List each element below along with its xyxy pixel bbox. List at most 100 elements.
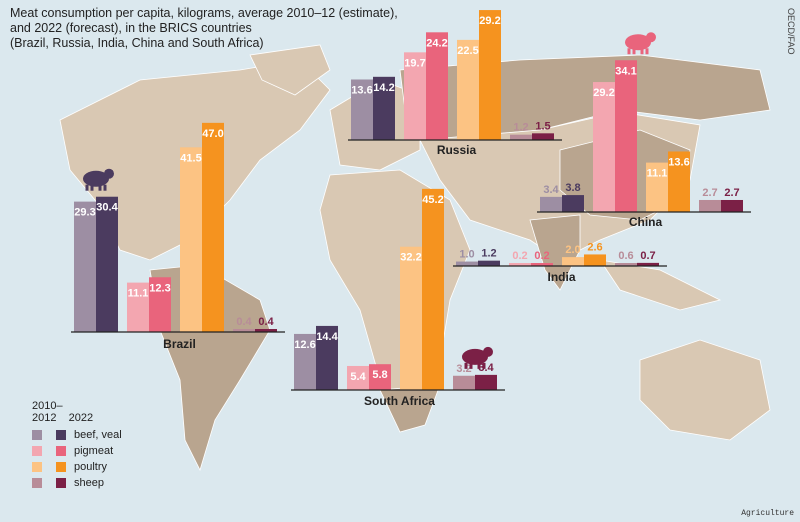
data-label: 1.2 <box>513 122 528 134</box>
bar <box>347 365 369 390</box>
data-label: 12.3 <box>149 282 170 294</box>
data-label: 14.2 <box>373 82 394 94</box>
data-label: 3.4 <box>478 362 494 374</box>
legend-item: pigmeat <box>32 443 122 459</box>
bar <box>479 10 501 141</box>
legend-item: beef, veal <box>32 427 122 443</box>
data-label: 29.2 <box>593 87 614 99</box>
data-label: 2.0 <box>565 244 580 256</box>
data-label: 3.2 <box>456 363 471 375</box>
icon-leg <box>85 184 89 191</box>
bar <box>74 201 96 332</box>
icon-head <box>483 346 493 357</box>
bar <box>96 196 118 332</box>
data-label: 34.1 <box>615 65 636 77</box>
bar <box>509 263 531 266</box>
legend-swatch-late <box>56 446 66 456</box>
data-label: 0.2 <box>534 250 549 262</box>
data-label: 19.7 <box>404 57 425 69</box>
cow-icon <box>83 168 114 191</box>
icon-leg <box>640 48 644 55</box>
bar <box>127 282 149 332</box>
bar <box>202 122 224 332</box>
bar <box>615 60 637 212</box>
data-label: 1.5 <box>535 120 550 132</box>
country-label: South Africa <box>364 394 435 408</box>
legend-swatch-early <box>32 446 42 456</box>
legend-swatch-early <box>32 478 42 488</box>
country-group: 13.6 14.2 19.724.2 22.5 29.2 1.2 1.5 Russia <box>348 10 562 157</box>
bar <box>316 325 338 390</box>
source-credit: OECD/FAO <box>786 8 796 55</box>
bar <box>294 333 316 390</box>
icon-leg <box>90 184 94 191</box>
legend-swatch-early <box>32 462 42 472</box>
data-label: 3.8 <box>565 182 580 194</box>
data-label: 47.0 <box>202 128 223 140</box>
icon-leg <box>645 48 649 55</box>
icon-leg <box>98 184 102 191</box>
greenland <box>249 44 331 96</box>
country-label: Russia <box>437 143 477 157</box>
bar <box>562 195 584 212</box>
icon-leg <box>477 362 481 369</box>
icon-leg <box>103 184 107 191</box>
data-label: 32.2 <box>400 252 421 264</box>
legend-swatch-late <box>56 462 66 472</box>
data-label: 5.8 <box>372 369 387 381</box>
bar <box>404 52 426 140</box>
australia <box>639 339 771 441</box>
bar <box>615 263 637 266</box>
bar <box>400 246 422 390</box>
data-label: 0.6 <box>618 250 633 262</box>
legend-swatch-early <box>32 430 42 440</box>
bar <box>369 364 391 390</box>
bar <box>646 162 668 212</box>
bar <box>562 257 584 266</box>
bar <box>475 374 497 390</box>
data-label: 0.2 <box>512 250 527 262</box>
icon-body <box>625 34 651 51</box>
bar <box>637 262 659 266</box>
legend-swatch-late <box>56 430 66 440</box>
bar <box>373 76 395 140</box>
data-label: 2.7 <box>724 187 739 199</box>
country-group: 29.3 30.4 11.1 12.3 41.547.0 0.4 0.4 Brazil <box>71 122 285 351</box>
icon-leg <box>632 48 636 55</box>
data-label: 11.1 <box>647 168 668 180</box>
legend-item: sheep <box>32 475 122 491</box>
chart-title: Meat consumption per capita, kilograms, … <box>10 6 398 50</box>
bar <box>456 261 478 266</box>
data-label: 13.6 <box>351 84 372 96</box>
bar <box>180 147 202 332</box>
bar <box>453 375 475 390</box>
country-group: 12.614.4 5.4 5.8 32.2 45.2 3.2 3.4 South Africa <box>291 188 505 408</box>
category-tag: Agriculture <box>741 509 794 518</box>
pig-icon <box>625 32 656 55</box>
icon-leg <box>469 362 473 369</box>
data-label: 29.3 <box>74 207 95 219</box>
icon-leg <box>627 48 631 55</box>
southeast-asia <box>599 259 722 311</box>
bar <box>510 134 532 140</box>
country-label: China <box>629 215 663 229</box>
bar <box>540 196 562 212</box>
icon-leg <box>482 362 486 369</box>
sheep-icon <box>462 346 493 369</box>
data-label: 24.2 <box>426 37 447 49</box>
bar <box>668 151 690 212</box>
legend-label: beef, veal <box>74 429 122 441</box>
bar <box>721 199 743 212</box>
country-group: 3.4 3.8 29.234.1 11.113.6 2.7 2.7 China <box>537 32 751 229</box>
bar <box>531 263 553 266</box>
india-land <box>529 214 581 291</box>
icon-head <box>646 32 656 43</box>
legend-label: pigmeat <box>74 445 114 457</box>
data-label: 2.7 <box>702 187 717 199</box>
data-label: 45.2 <box>422 194 443 206</box>
legend-header-late: 2022 <box>68 412 94 424</box>
legend-swatch-late <box>56 478 66 488</box>
legend-label: sheep <box>74 477 104 489</box>
data-label: 22.5 <box>457 45 478 57</box>
